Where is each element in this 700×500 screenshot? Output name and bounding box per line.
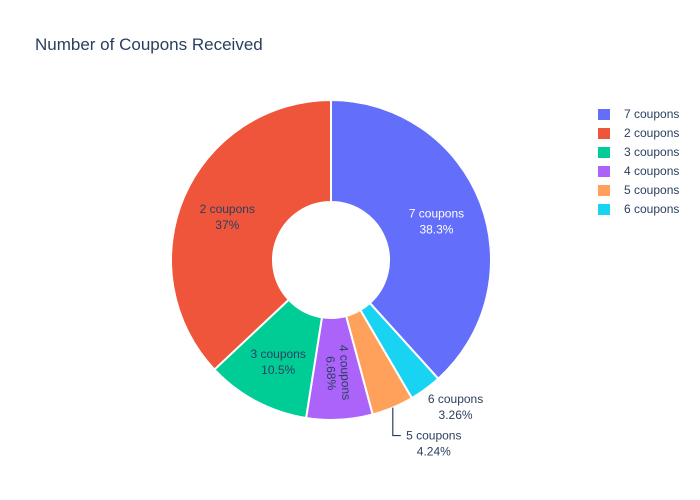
legend-swatch xyxy=(598,109,610,120)
slice-label-percent: 4.24% xyxy=(417,445,451,459)
legend[interactable]: 7 coupons 2 coupons 3 coupons 4 coupons 5 co… xyxy=(598,107,679,216)
legend-item-7-coupons[interactable]: 7 coupons xyxy=(598,107,679,121)
legend-item-6-coupons[interactable]: 6 coupons xyxy=(598,202,679,216)
legend-label: 4 coupons xyxy=(624,164,679,178)
slice-label-percent: 38.3% xyxy=(419,222,453,236)
legend-label: 5 coupons xyxy=(624,183,679,197)
slice-label-3-coupons: 3 coupons 10.5% xyxy=(250,347,305,377)
legend-label: 2 coupons xyxy=(624,126,679,140)
slice-label-percent: 6.68% xyxy=(323,356,339,391)
legend-label: 7 coupons xyxy=(624,107,679,121)
slice-label-name: 2 coupons xyxy=(200,202,255,216)
legend-swatch xyxy=(598,185,610,196)
slice-label-5-coupons: 5 coupons 4.24% xyxy=(392,407,461,459)
legend-swatch xyxy=(598,166,610,177)
slice-label-percent: 37% xyxy=(215,218,239,232)
legend-label: 3 coupons xyxy=(624,145,679,159)
slice-label-name: 6 coupons xyxy=(428,392,483,406)
legend-swatch xyxy=(598,147,610,158)
slice-label-name: 5 coupons xyxy=(406,429,461,443)
legend-item-3-coupons[interactable]: 3 coupons xyxy=(598,145,679,159)
slice-label-2-coupons: 2 coupons 37% xyxy=(200,202,255,232)
slice-label-7-coupons: 7 coupons 38.3% xyxy=(409,206,464,236)
legend-item-2-coupons[interactable]: 2 coupons xyxy=(598,126,679,140)
slice-label-name: 4 coupons xyxy=(337,344,354,400)
slice-label-percent: 10.5% xyxy=(261,363,295,377)
legend-label: 6 coupons xyxy=(624,202,679,216)
legend-item-4-coupons[interactable]: 4 coupons xyxy=(598,164,679,178)
slice-label-name: 3 coupons xyxy=(250,347,305,361)
labels-group: 7 coupons 38.3% 6 coupons 3.26% 5 coupons 4.2… xyxy=(200,202,484,458)
chart-title: Number of Coupons Received xyxy=(35,35,263,54)
slice-label-leader-line xyxy=(392,407,401,437)
legend-swatch xyxy=(598,204,610,215)
slice-label-6-coupons: 6 coupons 3.26% xyxy=(428,392,483,422)
slices-group xyxy=(170,98,492,421)
slice-label-name: 7 coupons xyxy=(409,206,464,220)
slice-2-coupons[interactable] xyxy=(170,98,332,371)
legend-swatch xyxy=(598,128,610,139)
slice-label-percent: 3.26% xyxy=(439,408,473,422)
legend-item-5-coupons[interactable]: 5 coupons xyxy=(598,183,679,197)
slice-7-coupons[interactable] xyxy=(330,98,492,381)
